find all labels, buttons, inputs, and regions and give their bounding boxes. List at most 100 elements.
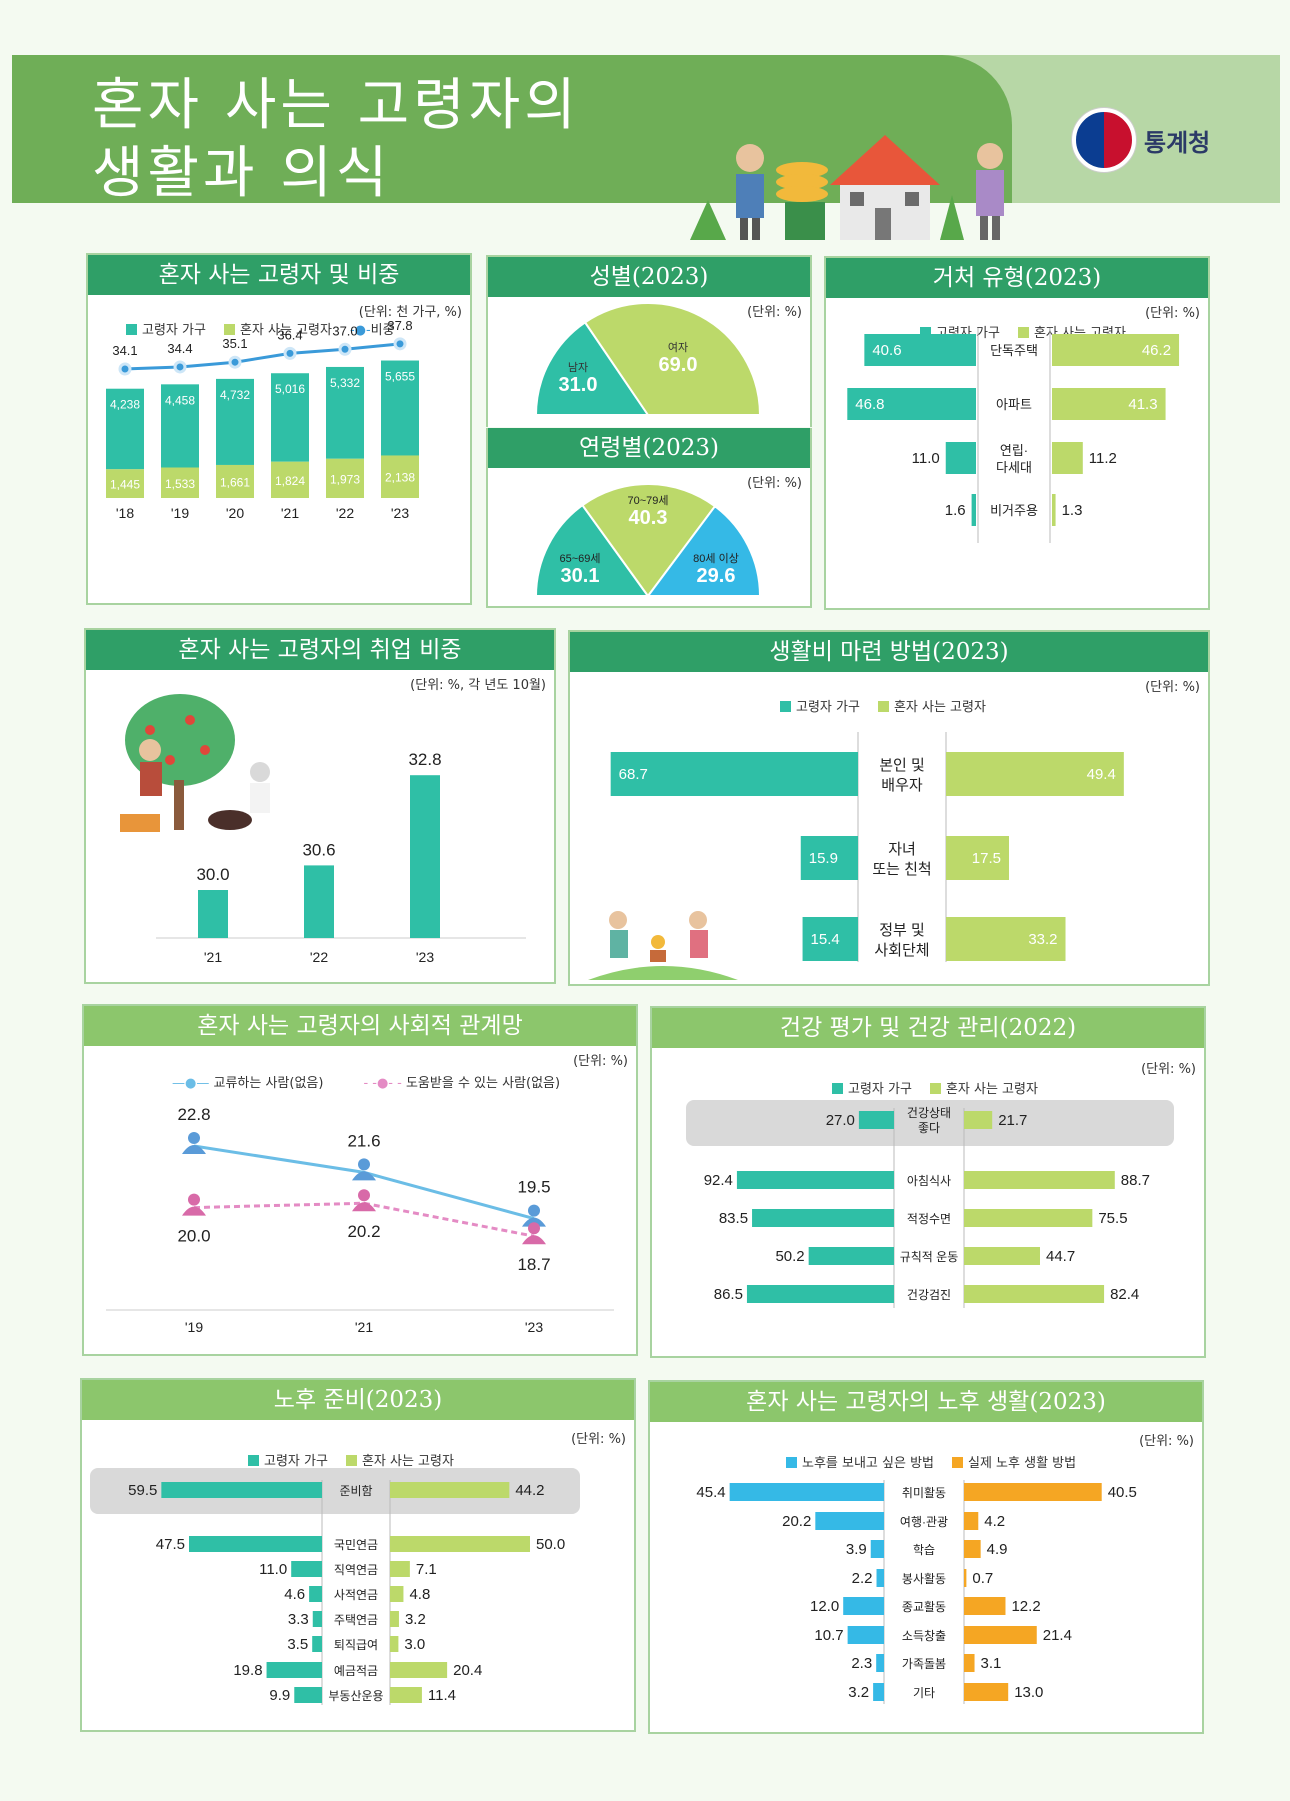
ratio-label: 35.1 — [222, 336, 247, 351]
bar — [198, 890, 228, 938]
data-label: 3.3 — [288, 1611, 309, 1628]
data-label: 20.2 — [782, 1513, 811, 1530]
slice-value: 31.0 — [559, 374, 598, 396]
x-tick-label: '21 — [281, 505, 299, 521]
bar-actual — [964, 1512, 979, 1530]
slice-value: 30.1 — [561, 565, 600, 587]
data-label: 40.6 — [872, 342, 901, 359]
category-label: 직역연금 — [334, 1563, 378, 1577]
bar-alone — [946, 917, 1066, 961]
panel-living-cost: 생활비 마련 방법(2023) (단위: %) 고령자 가구 혼자 사는 고령자… — [568, 630, 1210, 986]
bar-want — [815, 1512, 884, 1530]
data-label: 1,533 — [165, 477, 195, 491]
data-label: 3.5 — [287, 1636, 308, 1653]
data-label: 11.0 — [912, 450, 940, 467]
ratio-point — [283, 346, 297, 360]
panel-title: 혼자 사는 고령자의 사회적 관계망 — [84, 1006, 636, 1046]
bar-alone — [946, 836, 1009, 880]
panel-title: 거처 유형(2023) — [826, 258, 1208, 298]
bar-actual — [964, 1683, 1009, 1701]
taegeuk-logo-icon — [1072, 108, 1136, 172]
bar-household — [291, 1561, 322, 1577]
data-label: 21.7 — [998, 1112, 1027, 1129]
x-tick-label: '20 — [226, 505, 244, 521]
person-icon — [528, 1204, 540, 1217]
bar-alone — [216, 464, 254, 498]
data-label: 50.2 — [775, 1248, 804, 1265]
person-icon — [522, 1217, 546, 1227]
panel-title: 혼자 사는 고령자의 취업 비중 — [86, 630, 554, 670]
data-label: 88.7 — [1121, 1172, 1150, 1189]
bar-alone — [964, 1171, 1115, 1189]
data-label: 18.7 — [517, 1255, 550, 1274]
data-label: 68.7 — [619, 766, 648, 783]
legend-item: 고령자 가구 — [126, 319, 206, 338]
data-label: 86.5 — [714, 1286, 743, 1303]
bar-want — [729, 1483, 884, 1501]
data-label: 59.5 — [128, 1482, 157, 1499]
category-label: 또는 친척 — [872, 861, 931, 878]
person-icon — [188, 1132, 200, 1144]
data-label: 5,332 — [330, 376, 360, 390]
category-label: 아파트 — [996, 397, 1032, 412]
bar-alone — [964, 1247, 1040, 1265]
bar-alone — [390, 1662, 448, 1678]
bar-alone — [1052, 388, 1166, 420]
bar-alone — [271, 461, 309, 498]
x-tick-label: '19 — [185, 1319, 203, 1335]
bar-household — [189, 1536, 322, 1552]
data-label: 50.0 — [536, 1536, 565, 1553]
data-label: 10.7 — [814, 1627, 843, 1644]
data-label: 30.0 — [196, 865, 229, 884]
category-label: 본인 및 — [879, 757, 925, 774]
category-label: 연립· — [1000, 443, 1028, 458]
data-label: 47.5 — [156, 1536, 185, 1553]
x-tick-label: '22 — [310, 949, 328, 965]
person-icon — [188, 1193, 200, 1206]
data-label: 4.8 — [409, 1586, 430, 1603]
data-label: 75.5 — [1098, 1210, 1127, 1227]
x-tick-label: '21 — [355, 1319, 373, 1335]
category-label: 사적연금 — [334, 1588, 378, 1602]
category-label: 퇴직급여 — [334, 1638, 378, 1652]
data-label: 11.4 — [428, 1687, 456, 1704]
person-icon — [522, 1235, 546, 1245]
bar-household — [161, 1482, 322, 1498]
data-label: 4,238 — [110, 398, 140, 412]
bar-want — [873, 1683, 884, 1701]
person-icon — [358, 1189, 370, 1202]
unit-label: (단위: %) — [573, 1054, 628, 1069]
chart-social-network: 22.8 21.6 19.5 20.0 20.2 18.7 '19 '21 '23 — [106, 1105, 614, 1335]
legend-item: 혼자 사는 고령자 — [929, 1078, 1038, 1097]
legend-item: 혼자 사는 고령자 — [223, 319, 332, 338]
bar-actual — [964, 1626, 1037, 1644]
ratio-label: 34.4 — [167, 341, 192, 356]
bar-actual — [964, 1540, 981, 1558]
data-label: 30.6 — [302, 840, 335, 859]
category-label: 좋다 — [918, 1121, 940, 1135]
bar — [410, 775, 440, 938]
bar-alone — [964, 1209, 1093, 1227]
chart-employment: 30.0 '21 30.6 '22 32.8 '23 — [156, 750, 526, 965]
bar-alone — [964, 1285, 1105, 1303]
bar-household — [294, 1687, 322, 1703]
data-label: 9.9 — [269, 1687, 290, 1704]
data-label: 11.0 — [259, 1561, 287, 1578]
category-label: 아침식사 — [907, 1174, 951, 1188]
bar-alone — [106, 469, 144, 498]
x-tick-label: '23 — [391, 505, 409, 521]
slice-category: 70~79세 — [627, 494, 668, 507]
data-label: 46.8 — [855, 396, 884, 413]
logo: 통계청 — [1072, 108, 1210, 172]
panel-title: 연령별(2023) — [488, 428, 810, 468]
category-label: 사회단체 — [874, 942, 929, 959]
bar-want — [876, 1654, 884, 1672]
bar-household — [847, 388, 976, 420]
person-icon — [528, 1222, 540, 1235]
data-label: 12.0 — [810, 1598, 839, 1615]
bar-alone — [381, 455, 419, 498]
ratio-label: 37.8 — [387, 318, 412, 333]
category-label: 소득창출 — [902, 1629, 946, 1643]
